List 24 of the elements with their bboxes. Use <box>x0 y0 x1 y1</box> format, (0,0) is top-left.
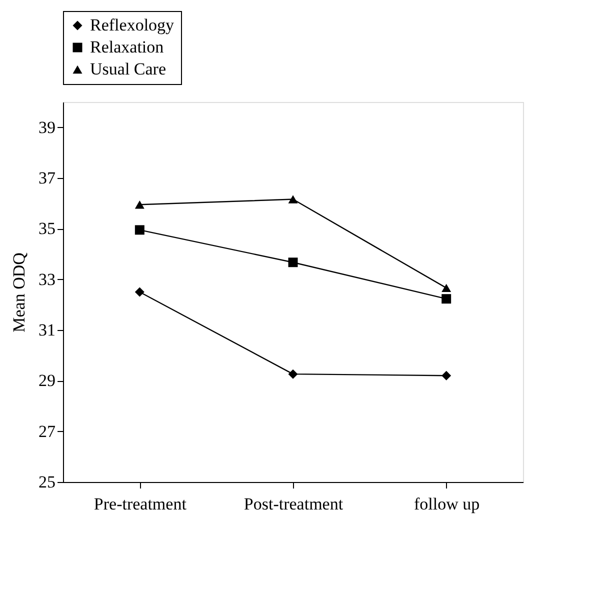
y-tick-label: 27 <box>38 422 56 441</box>
y-tick-label: 29 <box>38 371 56 390</box>
x-tick-label: follow up <box>414 494 480 514</box>
x-tick-label: Pre-treatment <box>94 494 187 514</box>
point <box>134 225 144 235</box>
legend-label: Usual Care <box>90 60 166 78</box>
y-tick-label: 33 <box>38 270 56 289</box>
y-tick-label: 35 <box>38 219 56 238</box>
legend-label: Relaxation <box>90 38 164 56</box>
y-tick-label: 25 <box>38 472 56 492</box>
point <box>288 369 298 379</box>
y-tick-label: 37 <box>38 168 56 188</box>
point <box>134 200 144 209</box>
point <box>442 294 452 304</box>
point <box>288 195 298 204</box>
legend-label: Reflexology <box>90 16 175 34</box>
x-tick-label: Post-treatment <box>244 494 344 514</box>
point <box>442 284 452 292</box>
y-axis-title: Mean ODQ <box>10 252 28 332</box>
y-tick-label: 31 <box>38 320 56 340</box>
point <box>442 370 452 380</box>
y-tick-label: 39 <box>38 118 56 137</box>
point <box>134 287 144 297</box>
point <box>288 258 298 268</box>
